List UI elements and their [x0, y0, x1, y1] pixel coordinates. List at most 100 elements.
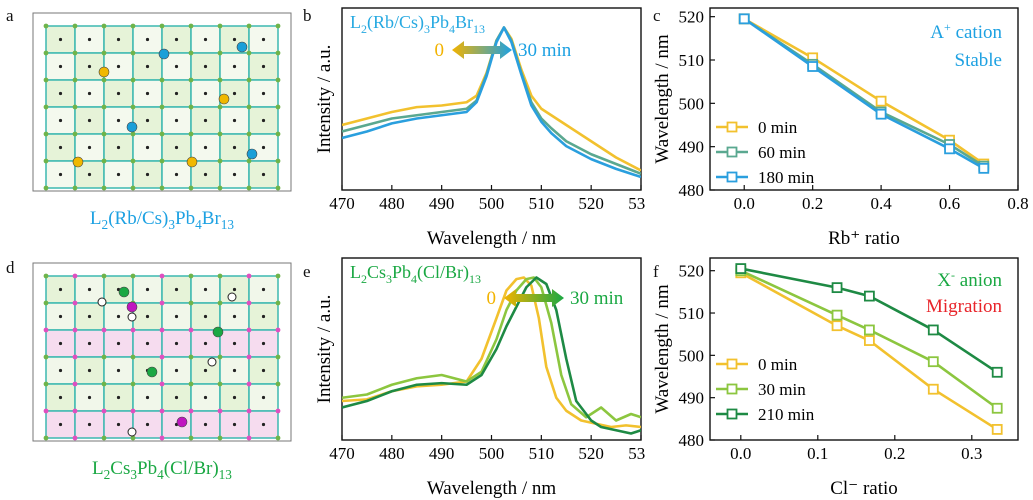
lattice-node [217, 104, 223, 110]
lattice-node [159, 327, 165, 333]
anion-sphere [146, 366, 158, 378]
time-arrow [452, 41, 512, 59]
cell-center-dot [203, 422, 208, 427]
lattice-node [188, 300, 194, 306]
lattice-node [217, 158, 223, 164]
lattice-node [159, 435, 165, 441]
lattice-node [159, 77, 165, 83]
time-start-label: 0 [435, 40, 445, 61]
y-tick-label: 500 [679, 346, 705, 365]
vacancy-site [97, 297, 107, 307]
lattice-node [217, 185, 223, 191]
legend-label: 30 min [758, 380, 806, 399]
cell-center-dot [261, 314, 266, 319]
x-tick-label: 0.2 [884, 444, 905, 463]
y-axis-label: Intensity / a.u. [314, 45, 335, 154]
lattice-node [159, 273, 165, 279]
cell-center-dot [261, 145, 266, 150]
cell-center-dot [261, 341, 266, 346]
x-tick-label: 490 [429, 194, 455, 213]
y-tick-label: 500 [679, 94, 705, 113]
lattice-grid [43, 273, 281, 441]
legend-marker [726, 383, 738, 395]
lattice-node [130, 50, 136, 56]
cell-center-dot [261, 287, 266, 292]
lattice-node [101, 273, 107, 279]
cell-center-dot [261, 395, 266, 400]
cell-center-dot [87, 145, 92, 150]
lattice-node [130, 23, 136, 29]
lattice-node [159, 23, 165, 29]
data-point [944, 143, 955, 155]
lattice-node [101, 158, 107, 164]
cell-center-dot [145, 287, 150, 292]
x-tick-label: 520 [578, 444, 604, 463]
lattice-node [130, 273, 136, 279]
cell-center-dot [145, 341, 150, 346]
series-line-0 [342, 276, 641, 429]
lattice-node [217, 23, 223, 29]
panel-label-f: f [653, 262, 659, 281]
lattice-node [159, 354, 165, 360]
cation-sphere [158, 48, 170, 60]
lattice-node [217, 77, 223, 83]
x-tick-label: 480 [379, 194, 405, 213]
legend-marker [726, 408, 738, 420]
lattice-node [217, 408, 223, 414]
cell-center-dot [58, 314, 63, 319]
data-point [831, 320, 843, 332]
lattice-node [101, 77, 107, 83]
chart-f: 0.0 0.1 0.2 0.3 480 490 500 510 520 Cl⁻ ratio Wave… [652, 257, 1019, 499]
lattice-node [246, 185, 252, 191]
legend-marker [726, 358, 738, 370]
x-tick-label: 530 [628, 194, 645, 213]
cell-center-dot [174, 314, 179, 319]
annotation-cation: A+ cation [930, 20, 1002, 43]
lattice-node [130, 435, 136, 441]
panel-label-c: c [653, 6, 661, 25]
y-tick-label: 510 [679, 51, 705, 70]
lattice-node [217, 354, 223, 360]
lattice-node [72, 131, 78, 137]
cation-sphere [98, 66, 110, 78]
lattice-node [43, 131, 49, 137]
panel-label-d: d [6, 258, 15, 277]
cell-center-dot [203, 145, 208, 150]
data-point [991, 366, 1003, 378]
x-tick-label: 530 [628, 444, 645, 463]
cell-center-dot [145, 422, 150, 427]
cell-center-dot [58, 37, 63, 42]
lattice-node [72, 273, 78, 279]
lattice-node [101, 354, 107, 360]
lattice-cell [161, 79, 192, 108]
x-axis-label: Wavelength / nm [427, 478, 557, 499]
lattice-node [275, 104, 281, 110]
series-line-2 [342, 26, 641, 179]
cell-center-dot [87, 172, 92, 177]
cell-center-dot [145, 64, 150, 69]
anion-sphere [118, 286, 130, 298]
lattice-node [275, 77, 281, 83]
lattice-node [275, 354, 281, 360]
data-point [863, 290, 875, 302]
lattice-node [43, 273, 49, 279]
plot-frame [709, 257, 1019, 441]
cell-center-dot [87, 118, 92, 123]
lattice-node [43, 408, 49, 414]
panel-label-b: b [303, 6, 312, 25]
cation-sphere [126, 121, 138, 133]
lattice-node [159, 104, 165, 110]
y-tick-label: 490 [679, 138, 705, 157]
lattice-node [275, 300, 281, 306]
cell-center-dot [87, 422, 92, 427]
data-point [927, 356, 939, 368]
annotation-stable: Stable [955, 50, 1003, 71]
cell-center-dot [116, 314, 121, 319]
cell-center-dot [174, 91, 179, 96]
inset-formula-title: L2(Rb/Cs)3Pb4Br13 [350, 12, 485, 36]
lattice-node [246, 131, 252, 137]
cell-center-dot [232, 91, 237, 96]
lattice-node [188, 273, 194, 279]
cell-center-dot [58, 368, 63, 373]
cell-center-dot [174, 172, 179, 177]
